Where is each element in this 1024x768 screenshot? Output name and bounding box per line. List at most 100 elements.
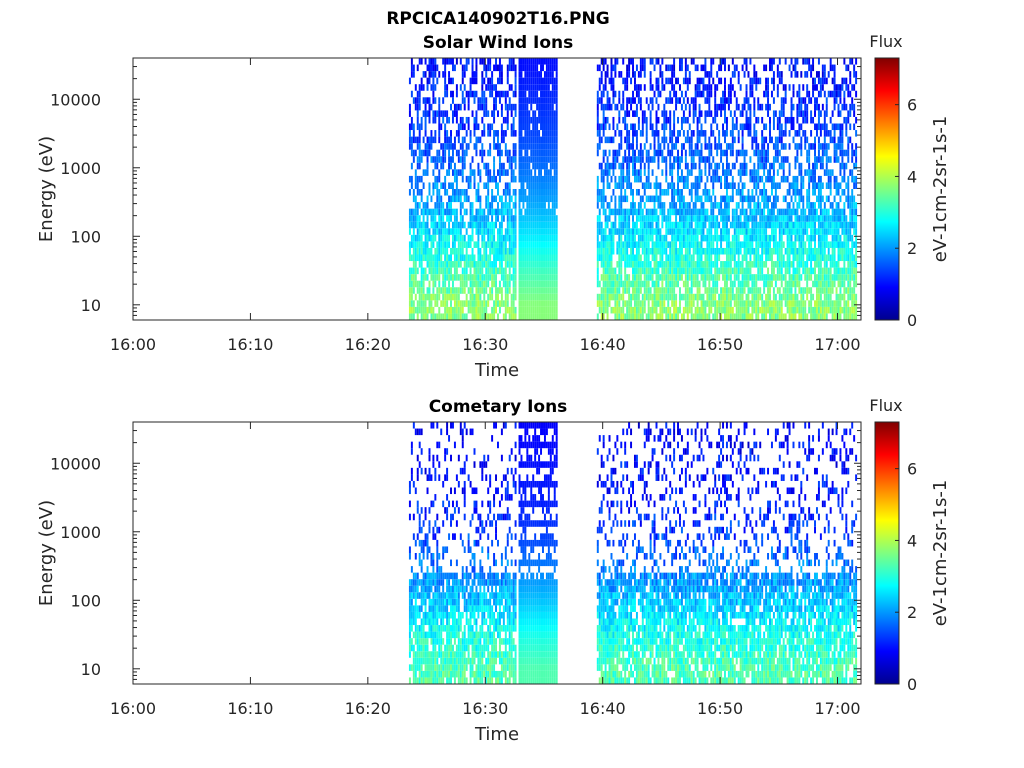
heatmap-cell	[769, 169, 771, 176]
heatmap-cell	[536, 77, 539, 85]
heatmap-cell	[489, 169, 492, 176]
heatmap-cell	[446, 136, 449, 144]
heatmap-cell	[495, 215, 497, 222]
heatmap-cell	[506, 287, 509, 294]
heatmap-cell	[696, 274, 699, 281]
heatmap-cell	[770, 189, 773, 196]
heatmap-cell	[504, 300, 507, 307]
heatmap-cell	[745, 221, 748, 229]
heatmap-cell	[555, 110, 558, 117]
heatmap-cell	[469, 267, 472, 275]
heatmap-cell	[684, 149, 687, 157]
heatmap-cell	[524, 267, 527, 275]
heatmap-cell	[671, 313, 674, 320]
heatmap-cell	[483, 103, 486, 111]
heatmap-cell	[432, 241, 435, 248]
heatmap-cell	[747, 189, 750, 196]
heatmap-cell	[600, 313, 603, 320]
heatmap-cell	[628, 58, 631, 65]
heatmap-cell	[479, 274, 482, 281]
heatmap-cell	[739, 228, 742, 235]
heatmap-cell	[553, 77, 556, 85]
heatmap-cell	[802, 116, 805, 124]
heatmap-cell	[542, 84, 544, 91]
heatmap-cell	[491, 123, 494, 131]
heatmap-cell	[418, 247, 421, 255]
heatmap-cell	[526, 254, 529, 262]
heatmap-cell	[651, 169, 654, 176]
heatmap-cell	[677, 175, 679, 183]
heatmap-cell	[700, 267, 703, 275]
heatmap-cell	[661, 77, 664, 85]
heatmap-cell	[412, 234, 415, 242]
heatmap-cell	[800, 300, 803, 307]
heatmap-cell	[532, 306, 535, 314]
heatmap-cell	[418, 306, 421, 314]
heatmap-cell	[444, 293, 447, 301]
heatmap-cell	[724, 300, 726, 307]
heatmap-cell	[461, 189, 464, 196]
heatmap-cell	[483, 280, 486, 288]
heatmap-cell	[602, 123, 605, 131]
heatmap-cell	[737, 169, 740, 176]
heatmap-cell	[412, 189, 415, 196]
heatmap-cell	[414, 254, 417, 262]
heatmap-cell	[739, 306, 742, 314]
heatmap-cell	[422, 97, 425, 104]
heatmap-cell	[526, 274, 529, 281]
heatmap-cell	[536, 84, 539, 91]
heatmap-cell	[600, 274, 603, 281]
heatmap-cell	[461, 274, 464, 281]
heatmap-cell	[459, 287, 462, 294]
heatmap-cell	[520, 169, 523, 176]
heatmap-cell	[778, 234, 781, 242]
heatmap-cell	[710, 123, 713, 131]
heatmap-cell	[630, 156, 633, 163]
heatmap-cell	[551, 64, 554, 72]
heatmap-cell	[635, 175, 638, 183]
heatmap-cell	[555, 228, 558, 235]
heatmap-cell	[743, 156, 746, 163]
heatmap-cell	[448, 58, 451, 65]
heatmap-cell	[653, 306, 656, 314]
heatmap-cell	[770, 58, 773, 65]
heatmap-cell	[416, 267, 419, 275]
heatmap-cell	[485, 228, 488, 235]
heatmap-cell	[543, 280, 546, 288]
heatmap-cell	[675, 247, 678, 255]
heatmap-cell	[446, 300, 449, 307]
heatmap-cell	[655, 267, 658, 275]
heatmap-cell	[450, 195, 452, 203]
heatmap-cell	[475, 116, 478, 124]
heatmap-cell	[651, 313, 654, 320]
heatmap-cell	[508, 103, 511, 111]
heatmap-cell	[757, 97, 760, 104]
heatmap-cell	[755, 136, 758, 144]
heatmap-cell	[555, 175, 558, 183]
heatmap-cell	[469, 136, 472, 144]
heatmap-cell	[753, 162, 756, 170]
heatmap-cell	[446, 169, 449, 176]
heatmap-cell	[491, 175, 494, 183]
heatmap-cell	[508, 156, 511, 163]
heatmap-cell	[776, 221, 779, 229]
heatmap-cell	[408, 293, 411, 301]
heatmap-cell	[522, 116, 525, 124]
heatmap-cell	[620, 254, 623, 262]
heatmap-cell	[475, 195, 478, 203]
heatmap-cell	[524, 136, 527, 144]
heatmap-cell	[483, 130, 486, 137]
heatmap-cell	[751, 300, 754, 307]
heatmap-cell	[440, 208, 443, 216]
heatmap-cell	[651, 293, 654, 301]
heatmap-cell	[502, 247, 505, 255]
heatmap-cell	[600, 228, 603, 235]
heatmap-cell	[495, 130, 497, 137]
heatmap-cell	[628, 234, 631, 242]
heatmap-cell	[545, 267, 548, 275]
heatmap-cell	[788, 221, 791, 229]
heatmap-cell	[600, 293, 603, 301]
heatmap-cell	[784, 195, 787, 203]
heatmap-cell	[620, 130, 623, 137]
heatmap-cell	[669, 110, 672, 117]
